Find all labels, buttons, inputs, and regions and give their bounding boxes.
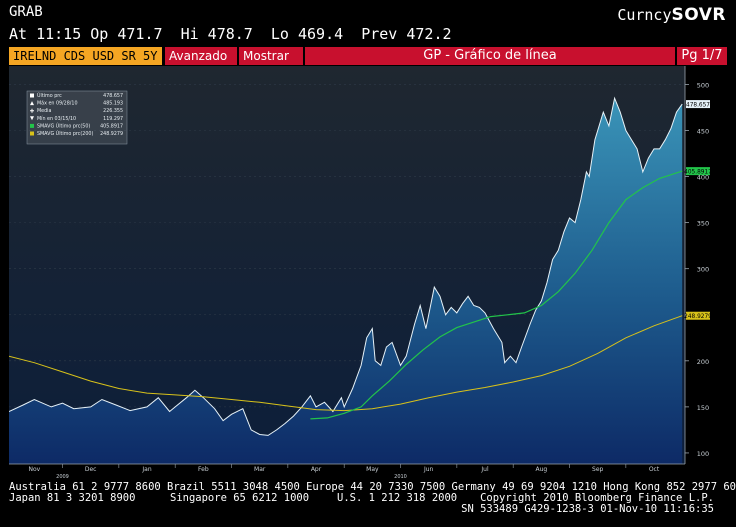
x-tick-label: Dec <box>85 466 97 473</box>
legend-label: Mín en 03/15/10 <box>37 115 76 122</box>
footer: Australia 61 2 9777 8600 Brazil 5511 304… <box>0 480 736 527</box>
security-type-prefix: Curncy <box>617 6 672 24</box>
legend-row: SMAVG Último prc(200) 248.9279 <box>30 130 123 137</box>
legend-swatch <box>30 108 34 113</box>
line-chart[interactable]: 100150200250300350400450500 NovDecJanFeb… <box>9 66 727 480</box>
sma200-price-tag-bg <box>686 311 710 320</box>
ticker-label: GRAB <box>9 4 43 20</box>
legend-label: SMAVG Último prc(200) <box>37 130 93 137</box>
x-tick-label: Mar <box>254 466 266 473</box>
year-label: 2009 <box>56 474 69 480</box>
legend-value: 485.193 <box>103 101 123 107</box>
year-label: 2010 <box>394 474 407 480</box>
legend-swatch <box>30 93 34 98</box>
last-price-tag-text: 478.657 <box>686 103 710 109</box>
x-tick-label: Aug <box>535 466 547 473</box>
legend-value: 478.657 <box>103 93 123 99</box>
footer-us: U.S. 1 212 318 2000 <box>337 492 458 504</box>
last-price-tag: 478.657 <box>686 100 710 109</box>
footer-copyright: Copyright 2010 Bloomberg Finance L.P. <box>480 492 714 504</box>
legend-swatch <box>30 116 34 121</box>
price-line <box>9 96 683 436</box>
footer-singapore: Singapore 65 6212 1000 <box>170 492 310 504</box>
x-tick-label: Nov <box>28 466 40 473</box>
legend-value: 119.297 <box>103 116 123 122</box>
chart-svg: 100150200250300350400450500 NovDecJanFeb… <box>9 66 712 480</box>
quote-line: At 11:15 Op 471.7 Hi 478.7 Lo 469.4 Prev… <box>9 25 452 43</box>
legend-label: Último prc <box>37 92 62 99</box>
x-tick-label: Jan <box>141 466 151 473</box>
sma200-price-tag-text: 248.9279 <box>684 314 712 320</box>
legend-label: Máx en 09/28/10 <box>37 100 78 107</box>
sma200-price-tag: 248.9279 <box>684 311 712 320</box>
security-type-brand: SOVR <box>671 5 726 25</box>
x-tick-label: Jul <box>480 466 489 473</box>
legend-swatch <box>30 101 34 106</box>
security-type: CurncySOVR <box>617 5 726 25</box>
function-title: GP - Gráfico de línea <box>305 47 675 65</box>
legend-row: Mín en 03/15/10 119.297 <box>30 115 123 122</box>
y-tick-label: 400 <box>697 174 709 182</box>
legend-box <box>26 90 128 145</box>
show-button[interactable]: Mostrar <box>239 47 304 65</box>
y-tick-label: 450 <box>697 127 709 135</box>
y-tick-label: 300 <box>697 266 709 274</box>
header: GRAB At 11:15 Op 471.7 Hi 478.7 Lo 469.4… <box>0 0 736 46</box>
footer-japan: Japan 81 3 3201 8900 <box>9 492 136 504</box>
price-area <box>9 98 683 464</box>
page-indicator[interactable]: Pg 1/7 <box>677 47 727 65</box>
legend-label: SMAVG Último prc(50) <box>37 122 90 129</box>
sma50-price-tag-text: 405.8917 <box>684 170 712 176</box>
legend-label: Media <box>37 108 51 114</box>
sma50-price-tag: 405.8917 <box>684 167 712 176</box>
y-tick-label: 350 <box>697 220 709 228</box>
y-tick-label: 500 <box>697 81 709 89</box>
x-tick-label: Feb <box>198 466 209 473</box>
legend-swatch <box>30 131 34 136</box>
x-tick-label: May <box>366 466 379 473</box>
footer-serial: SN 533489 G429-1238-3 01-Nov-10 11:16:35 <box>461 503 714 515</box>
legend-row: SMAVG Último prc(50) 405.8917 <box>30 122 123 129</box>
y-tick-label: 200 <box>697 358 709 366</box>
x-tick-label: Jun <box>423 466 434 473</box>
footer-line-1: Australia 61 2 9777 8600 Brazil 5511 304… <box>9 481 736 493</box>
legend-value: 248.9279 <box>100 131 123 137</box>
advanced-button[interactable]: Avanzado <box>165 47 238 65</box>
sma50-line <box>310 170 683 420</box>
x-tick-label: Sep <box>592 466 604 473</box>
security-field[interactable]: IRELND CDS USD SR 5Y <box>9 47 162 65</box>
last-price-tag-bg <box>686 100 710 109</box>
x-tick-label: Oct <box>649 466 660 473</box>
x-tick-label: Apr <box>311 466 322 473</box>
legend-swatch <box>30 123 34 128</box>
legend-row: Máx en 09/28/10 485.193 <box>30 100 123 107</box>
legend-value: 405.8917 <box>100 123 123 129</box>
legend-value: 226.355 <box>103 108 123 114</box>
legend-row: Último prc 478.657 <box>30 92 123 99</box>
sma200-line <box>9 315 683 412</box>
legend-row: Media 226.355 <box>30 108 123 114</box>
sma50-price-tag-bg <box>686 167 710 176</box>
function-toolbar: IRELND CDS USD SR 5Y Avanzado Mostrar GP… <box>0 46 736 66</box>
y-tick-label: 150 <box>697 404 709 412</box>
y-tick-label: 100 <box>697 450 709 458</box>
